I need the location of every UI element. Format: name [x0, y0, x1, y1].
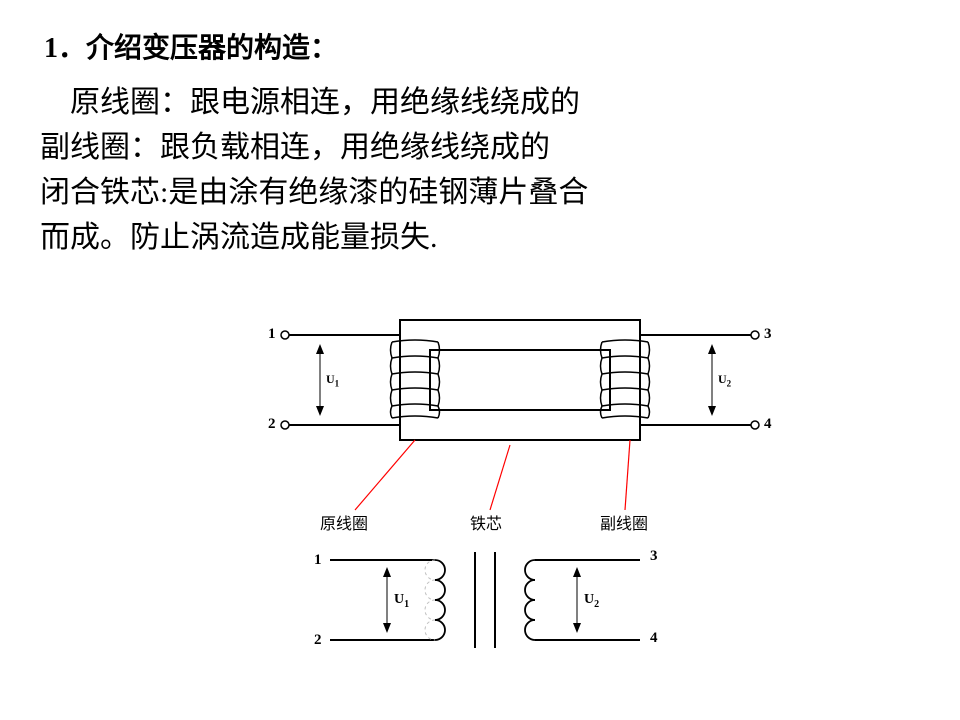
schematic-terminal-4: 4 — [650, 630, 658, 647]
terminal-4: 4 — [764, 416, 772, 433]
u1-label: U1 — [326, 372, 339, 388]
secondary-coil-label: 副线圈 — [600, 510, 648, 534]
schematic-terminal-2: 2 — [314, 632, 322, 649]
schematic-terminal-1: 1 — [314, 552, 322, 569]
schematic-terminal-3: 3 — [650, 548, 658, 565]
schematic-u1-label: U1 — [394, 592, 409, 610]
u2-label: U2 — [718, 372, 731, 388]
terminal-3: 3 — [764, 326, 772, 343]
primary-coil-label: 原线圈 — [320, 510, 368, 534]
core-label: 铁芯 — [470, 510, 502, 534]
terminal-1: 1 — [268, 326, 276, 343]
transformer-diagram — [0, 0, 960, 720]
schematic-u2-label: U2 — [584, 592, 599, 610]
terminal-2: 2 — [268, 416, 276, 433]
